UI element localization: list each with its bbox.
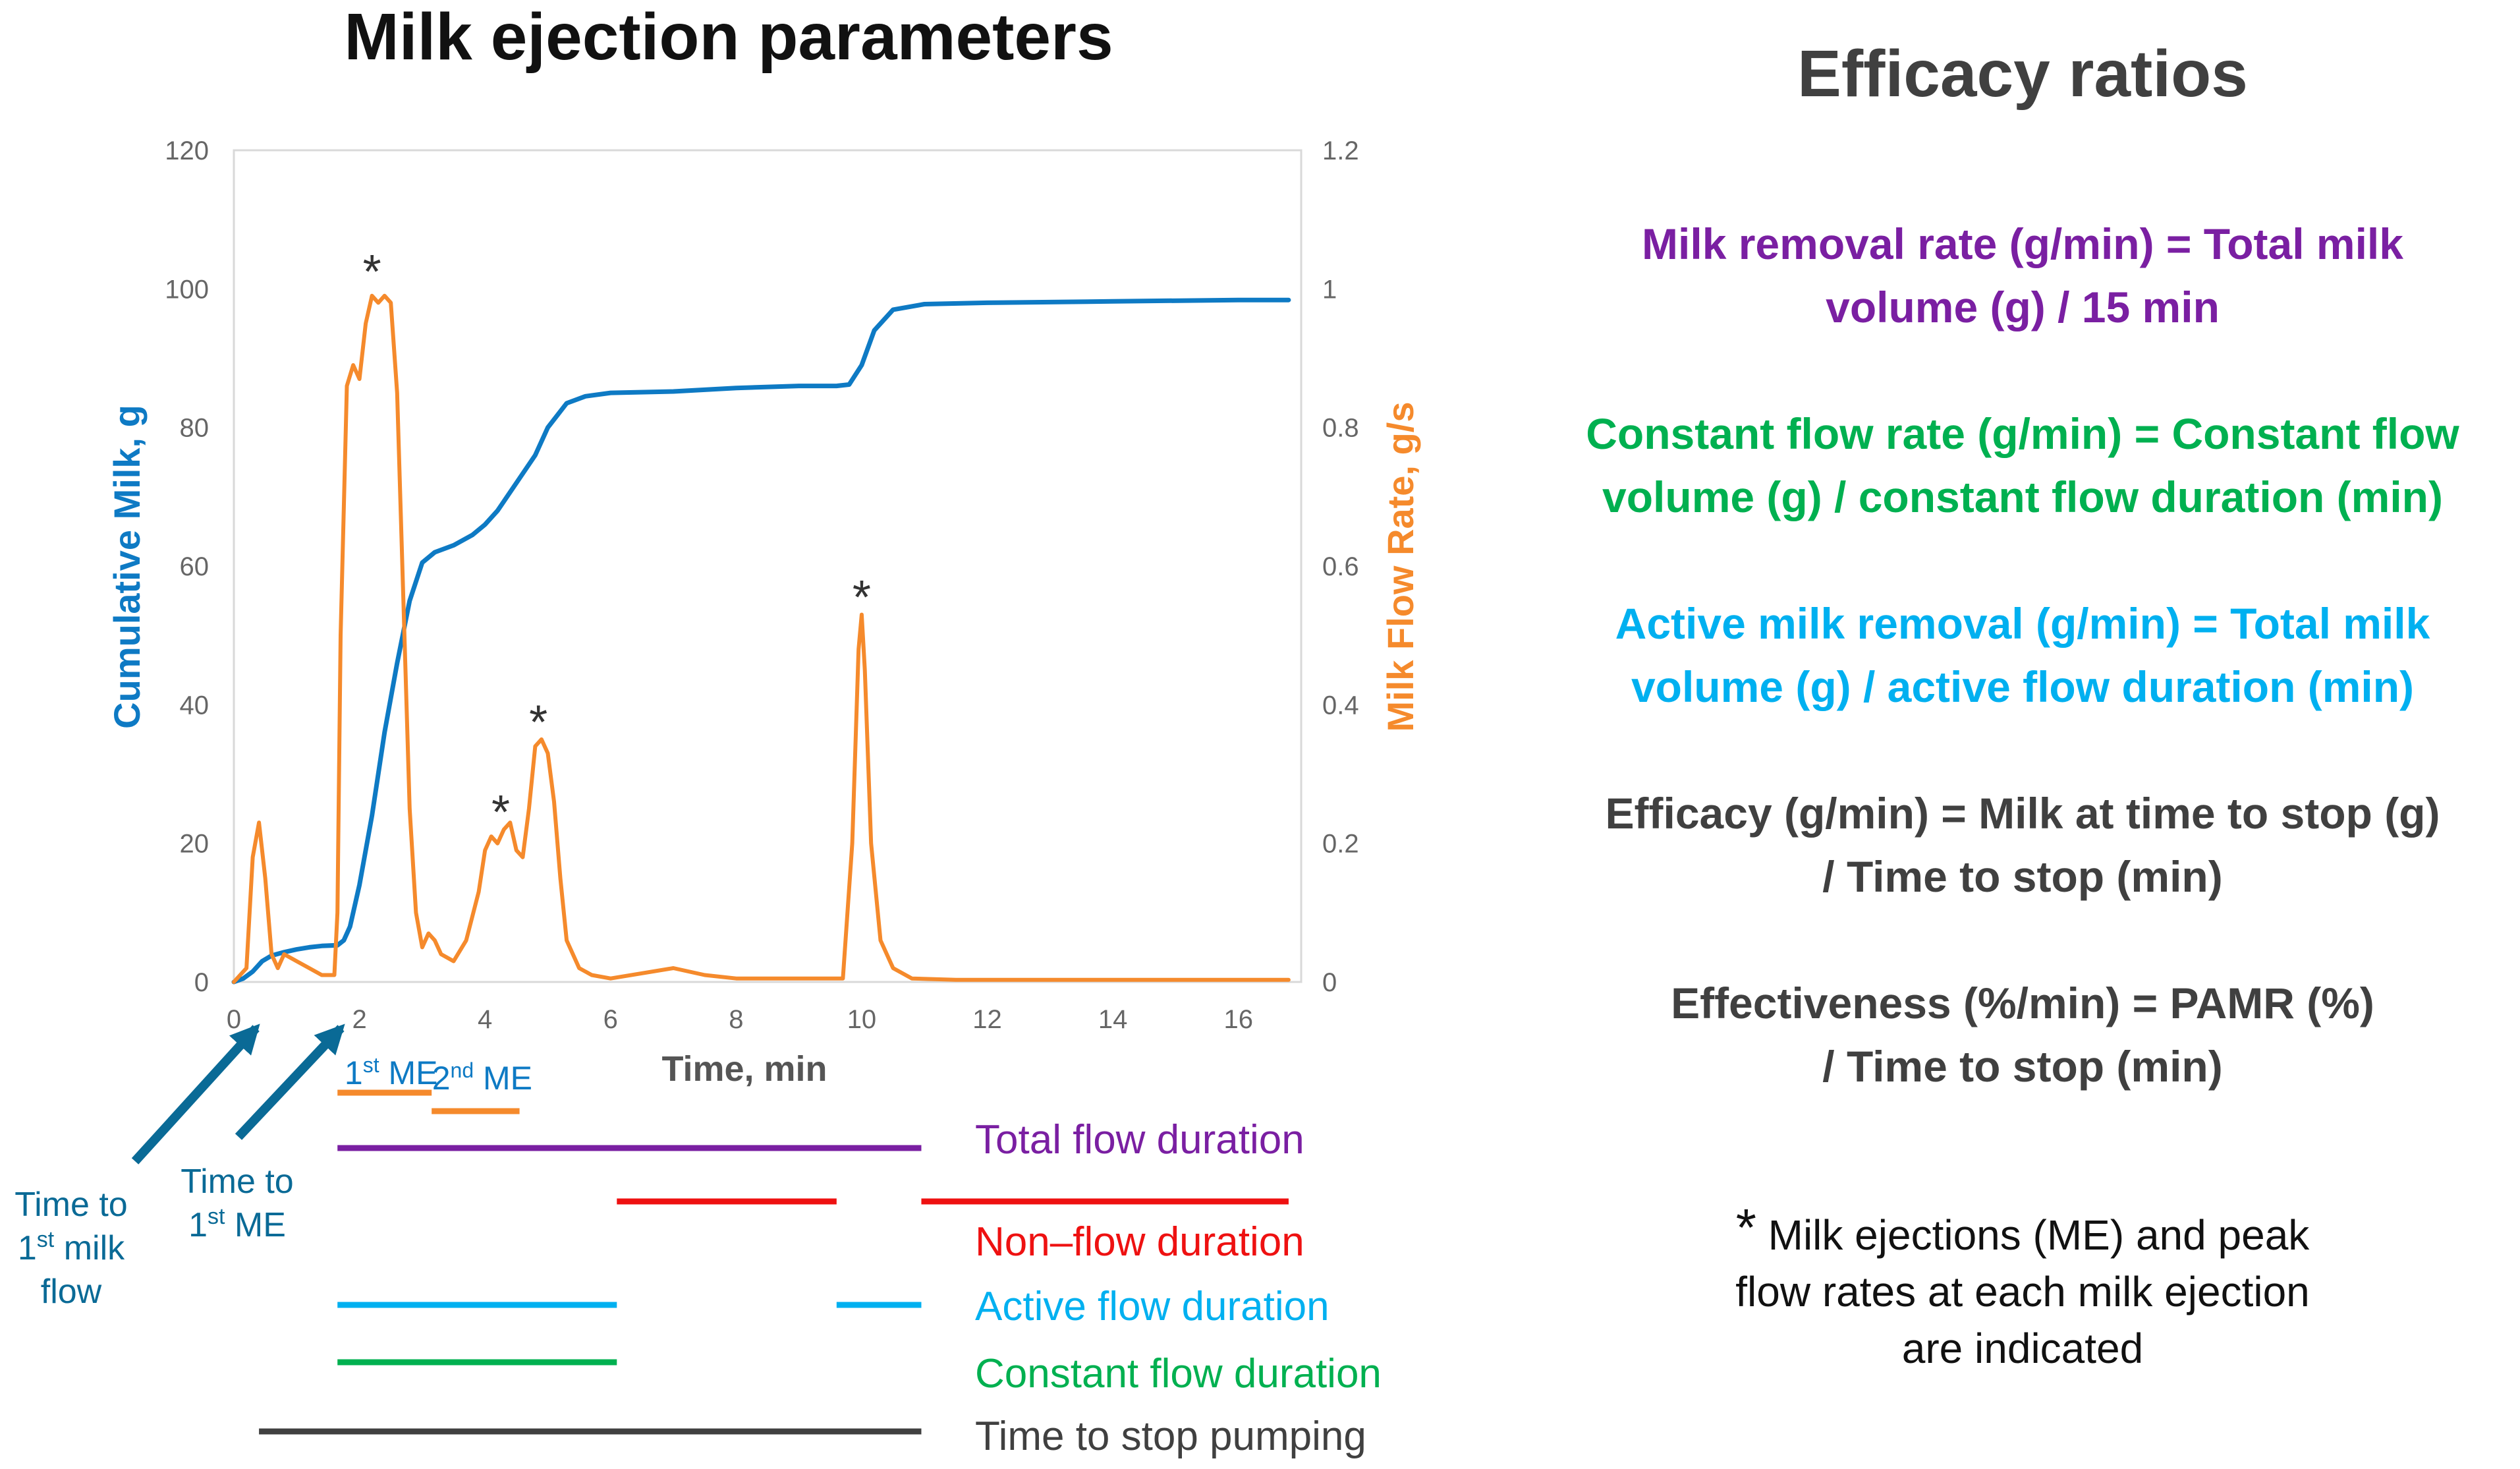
right-tick-label: 1.2: [1322, 136, 1359, 165]
me-label: 1st ME: [345, 1053, 438, 1091]
right-tick-label: 0.8: [1322, 414, 1359, 443]
constant-flow-line-1: Constant flow rate (g/min) = Constant fl…: [1586, 409, 2459, 458]
efficacy-ratio: Efficacy (g/min) = Milk at time to stop …: [1548, 782, 2497, 908]
right-axis-label: Milk Flow Rate, g/s: [1380, 402, 1421, 732]
x-axis-ticks: 0 2 4 6 8 10 12 14 16: [227, 1005, 1253, 1034]
x-axis-label: Time, min: [661, 1049, 827, 1089]
efficacy-ratios-title: Efficacy ratios: [1797, 37, 2248, 111]
duration-bar-label: Active flow duration: [975, 1284, 1330, 1329]
right-tick-label: 0.6: [1322, 552, 1359, 581]
x-tick-label: 6: [603, 1005, 618, 1034]
left-tick-label: 0: [194, 968, 209, 997]
chart-title: Milk ejection parameters: [344, 0, 1113, 74]
footnote: * Milk ejections (ME) and peak flow rate…: [1548, 1199, 2497, 1377]
left-tick-label: 80: [180, 414, 210, 443]
milk-ejection-asterisk: *: [491, 786, 510, 839]
event-arrow-label: Time to 1st ME: [181, 1163, 293, 1244]
event-arrow-label-line: 1st milk: [18, 1227, 125, 1267]
right-tick-label: 0: [1322, 968, 1337, 997]
effectiveness-line-2: / Time to stop (min): [1822, 1042, 2223, 1091]
footnote-star: *: [1735, 1198, 1756, 1257]
efficacy-line-2: / Time to stop (min): [1822, 852, 2223, 901]
constant-flow-line-2: volume (g) / constant flow duration (min…: [1602, 473, 2443, 521]
x-tick-label: 4: [478, 1005, 492, 1034]
plot-area-frame: [233, 149, 1302, 983]
left-tick-label: 100: [165, 275, 209, 304]
right-axis-ticks: 0 0.2 0.4 0.6 0.8 1 1.2: [1322, 136, 1359, 997]
milk-removal-rate: Milk removal rate (g/min) = Total milk v…: [1548, 212, 2497, 339]
constant-flow-rate: Constant flow rate (g/min) = Constant fl…: [1548, 402, 2497, 529]
left-axis-label: Cumulative Milk, g: [106, 405, 148, 729]
footnote-text-1: Milk ejections (ME) and peak: [1756, 1211, 2310, 1259]
duration-bar-label: Time to stop pumping: [975, 1414, 1366, 1459]
active-milk-removal: Active milk removal (g/min) = Total milk…: [1548, 592, 2497, 718]
effectiveness-line-1: Effectiveness (%/min) = PAMR (%): [1671, 979, 2374, 1027]
milk-removal-line-2: volume (g) / 15 min: [1826, 283, 2220, 331]
event-arrow-label-line: 1st ME: [188, 1204, 286, 1244]
cumulative-milk-line: [231, 297, 1291, 985]
active-removal-line-2: volume (g) / active flow duration (min): [1631, 662, 2415, 711]
event-arrow: [235, 1023, 345, 1140]
duration-bar-label: Total flow duration: [975, 1117, 1304, 1163]
event-arrow-label-line: Time to: [14, 1186, 127, 1224]
effectiveness-ratio: Effectiveness (%/min) = PAMR (%) / Time …: [1548, 971, 2497, 1098]
left-tick-label: 40: [180, 691, 210, 720]
left-tick-label: 120: [165, 136, 209, 165]
footnote-line-1: * Milk ejections (ME) and peak: [1548, 1199, 2497, 1263]
milk-ejection-asterisk: *: [853, 571, 871, 624]
milk-removal-line-1: Milk removal rate (g/min) = Total milk: [1642, 219, 2403, 268]
left-tick-label: 20: [180, 830, 210, 859]
x-tick-label: 10: [847, 1005, 877, 1034]
milk-flow-rate-line: [232, 293, 1291, 984]
duration-bar-label: Constant flow duration: [975, 1351, 1382, 1397]
x-tick-label: 16: [1223, 1005, 1253, 1034]
left-tick-label: 60: [180, 552, 210, 581]
right-tick-label: 0.2: [1322, 830, 1359, 859]
x-tick-label: 14: [1098, 1005, 1128, 1034]
series-layer: [231, 293, 1291, 985]
duration-bar-label: Non–flow duration: [975, 1219, 1304, 1265]
x-tick-label: 0: [227, 1005, 241, 1034]
right-tick-label: 1: [1322, 275, 1337, 304]
milk-ejection-chart: Milk ejection parameters 020406080100120…: [14, 0, 1421, 1459]
active-removal-line-1: Active milk removal (g/min) = Total milk: [1615, 599, 2430, 648]
footnote-line-3: are indicated: [1901, 1325, 2144, 1372]
efficacy-line-1: Efficacy (g/min) = Milk at time to stop …: [1605, 789, 2440, 838]
milk-ejection-asterisk: *: [529, 696, 547, 749]
left-axis-ticks: 0 20 40 60 80 100 120: [165, 136, 209, 997]
event-arrow-label-line: flow: [41, 1273, 102, 1311]
footnote-line-2: flow rates at each milk ejection: [1735, 1268, 2310, 1315]
event-arrow-label: Time to 1st milk flow: [14, 1186, 127, 1311]
x-tick-label: 2: [352, 1005, 366, 1034]
right-tick-label: 0.4: [1322, 691, 1359, 720]
event-arrow: [131, 1023, 260, 1165]
x-tick-label: 8: [729, 1005, 743, 1034]
milk-ejection-asterisk: *: [363, 246, 381, 299]
annotation-layer: * * * *: [363, 246, 871, 839]
me-label: 2nd ME: [432, 1058, 532, 1097]
event-arrow-label-line: Time to: [181, 1163, 293, 1201]
x-tick-label: 12: [972, 1005, 1002, 1034]
